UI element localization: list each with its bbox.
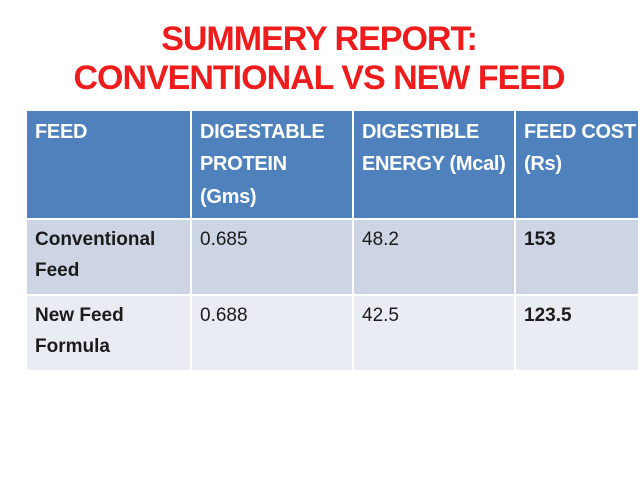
cell-digestible-energy: 48.2 [352, 218, 516, 297]
column-header-feed: FEED [25, 108, 192, 221]
cell-digestable-protein: 0.685 [190, 218, 354, 297]
header-row: FEED DIGESTABLE PROTEIN (Gms) DIGESTIBLE… [25, 108, 638, 221]
table-row-new-feed-formula: New Feed Formula 0.688 42.5 123.5 [25, 294, 638, 373]
title-line-2: CONVENTIONAL VS NEW FEED [73, 58, 565, 97]
column-header-digestible-energy: DIGESTIBLE ENERGY (Mcal) [352, 108, 516, 221]
cell-digestible-energy: 42.5 [352, 294, 516, 373]
table-header: FEED DIGESTABLE PROTEIN (Gms) DIGESTIBLE… [25, 108, 638, 221]
page-title: SUMMERY REPORT: CONVENTIONAL VS NEW FEED [0, 20, 638, 98]
column-header-feed-cost: FEED COST (Rs) [514, 108, 638, 221]
column-header-digestable-protein: DIGESTABLE PROTEIN (Gms) [190, 108, 354, 221]
feed-comparison-table: FEED DIGESTABLE PROTEIN (Gms) DIGESTIBLE… [25, 108, 638, 373]
title-line-1: SUMMERY REPORT: [161, 20, 478, 58]
table-body: Conventional Feed 0.685 48.2 153 New Fee… [25, 218, 638, 373]
cell-feed-cost: 153 [514, 218, 638, 297]
table-row-conventional-feed: Conventional Feed 0.685 48.2 153 [25, 218, 638, 297]
cell-feed-cost: 123.5 [514, 294, 638, 373]
cell-digestable-protein: 0.688 [190, 294, 354, 373]
cell-feed-name: New Feed Formula [25, 294, 192, 373]
cell-feed-name: Conventional Feed [25, 218, 192, 297]
